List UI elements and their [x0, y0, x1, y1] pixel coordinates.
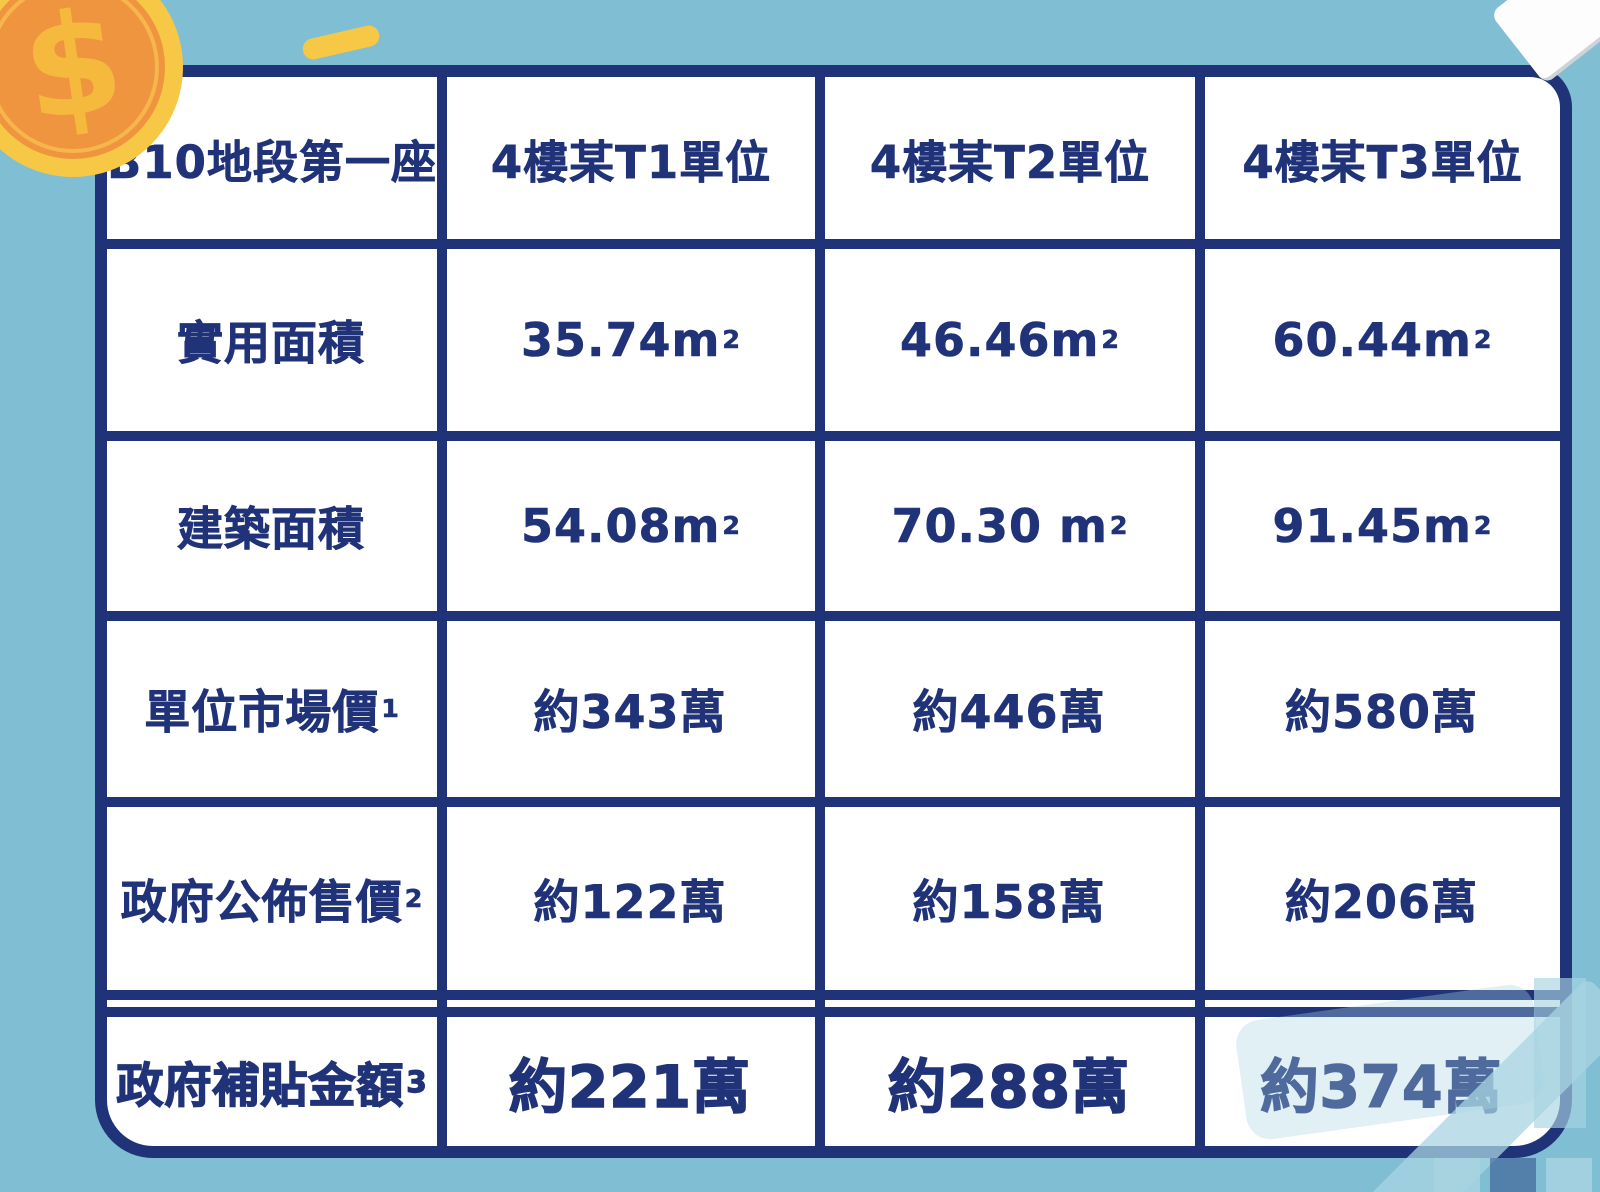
cell-value: 54.08m	[520, 499, 721, 554]
cell-value: 約343萬	[533, 685, 727, 740]
divider-strip	[107, 1000, 437, 1007]
row-label-gov-subsidy: 政府補貼金額 3	[107, 1017, 437, 1146]
cell-value: 約206萬	[1284, 874, 1479, 929]
dollar-coin-icon: $	[0, 0, 183, 177]
cell-value: 91.45m	[1272, 499, 1472, 554]
row-label-text: 實用面積	[177, 316, 365, 371]
watermark	[1546, 1158, 1592, 1192]
table-cell: 35.74m 2	[447, 249, 815, 431]
cell-value: 約580萬	[1284, 685, 1479, 740]
cell-value: 約158萬	[912, 874, 1106, 929]
row-label-gross-area: 建築面積	[107, 441, 437, 611]
table-cell-emphasis: 約288萬	[825, 1017, 1195, 1146]
row-label-usable-area: 實用面積	[107, 249, 437, 431]
column-header-label: 4樓某T2單位	[869, 135, 1151, 189]
row-label-text: 建築面積	[177, 502, 365, 557]
table-cell: 54.08m 2	[447, 441, 815, 611]
row-label-gov-price: 政府公佈售價 2	[107, 807, 437, 990]
table-corner-header: B10地段第一座	[107, 77, 437, 239]
watermark	[1490, 1158, 1536, 1192]
divider-strip	[1205, 1000, 1560, 1007]
watermark	[1434, 1158, 1480, 1192]
table-cell: 91.45m 2	[1205, 441, 1560, 611]
table-cell-emphasis: 約221萬	[447, 1017, 815, 1146]
table-cell: 約446萬	[825, 621, 1195, 797]
cell-value: 約446萬	[912, 685, 1106, 740]
divider-strip	[447, 1000, 815, 1007]
row-label-text: 政府公佈售價	[120, 874, 403, 929]
row-label-text: 政府補貼金額	[116, 1058, 405, 1114]
table-cell: 60.44m 2	[1205, 249, 1560, 431]
svg-text:$: $	[13, 0, 132, 154]
column-header-t1: 4樓某T1單位	[447, 77, 815, 239]
table-cell: 約343萬	[447, 621, 815, 797]
divider-strip	[825, 1000, 1195, 1007]
column-header-label: 4樓某T3單位	[1242, 135, 1523, 189]
table-cell: 約122萬	[447, 807, 815, 990]
corner-header-label: B10地段第一座	[107, 135, 437, 189]
cell-value: 約374萬	[1260, 1052, 1503, 1122]
sparkle-dash-icon	[300, 23, 382, 62]
cell-value: 60.44m	[1272, 313, 1472, 368]
table-cell: 約206萬	[1205, 807, 1560, 990]
column-header-t3: 4樓某T3單位	[1205, 77, 1560, 239]
table-cell-emphasis: 約374萬	[1205, 1017, 1560, 1146]
table-grid: B10地段第一座 4樓某T1單位 4樓某T2單位 4樓某T3單位 實用面積 35…	[107, 77, 1560, 1146]
row-label-text: 單位市場價	[144, 685, 380, 740]
cell-value: 35.74m	[520, 313, 721, 368]
cell-value: 約221萬	[508, 1052, 752, 1122]
table-cell: 約158萬	[825, 807, 1195, 990]
table-cell: 46.46m 2	[825, 249, 1195, 431]
table-cell: 約580萬	[1205, 621, 1560, 797]
cell-value: 約288萬	[887, 1052, 1131, 1122]
row-label-market-price: 單位市場價 1	[107, 621, 437, 797]
cell-value: 70.30 m	[891, 499, 1108, 554]
cell-value: 約122萬	[533, 874, 727, 929]
column-header-label: 4樓某T1單位	[490, 135, 772, 189]
price-comparison-table: B10地段第一座 4樓某T1單位 4樓某T2單位 4樓某T3單位 實用面積 35…	[95, 65, 1572, 1158]
column-header-t2: 4樓某T2單位	[825, 77, 1195, 239]
cell-value: 46.46m	[899, 313, 1100, 368]
